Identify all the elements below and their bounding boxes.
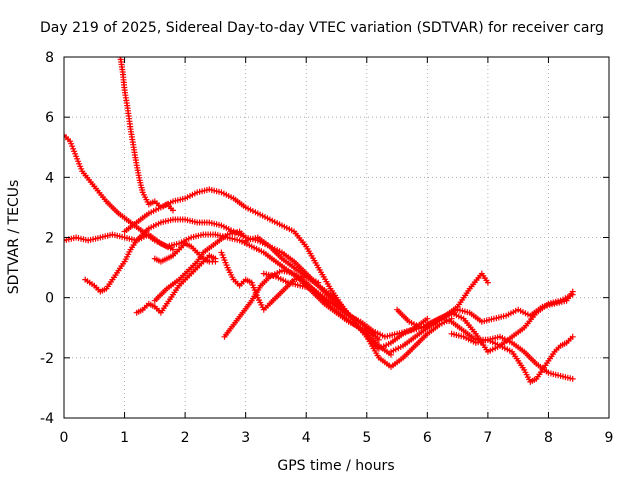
series-line — [119, 57, 174, 211]
y-tick-label: 4 — [45, 170, 54, 186]
y-tick-label: 0 — [45, 291, 54, 307]
series-sat-8 — [151, 240, 219, 265]
x-tick-label: 1 — [120, 430, 129, 446]
y-tick-label: -2 — [40, 351, 54, 367]
series-line — [245, 236, 452, 368]
x-tick-label: 6 — [423, 430, 432, 446]
x-tick-label: 7 — [483, 430, 492, 446]
series-sat-6 — [151, 228, 249, 304]
y-tick-label: 2 — [45, 231, 54, 247]
series-line — [124, 188, 428, 350]
y-tick-label: -4 — [40, 411, 54, 427]
y-tick-label: 6 — [45, 110, 54, 126]
data-point-markers — [151, 240, 219, 265]
data-point-markers — [242, 234, 455, 370]
series-sat-4 — [82, 231, 176, 295]
data-point-markers — [151, 228, 249, 304]
x-tick-label: 2 — [181, 430, 190, 446]
x-tick-label: 9 — [605, 430, 614, 446]
data-point-markers — [82, 231, 176, 295]
data-point-markers — [117, 57, 176, 214]
series-group — [64, 57, 576, 385]
x-tick-label: 4 — [302, 430, 311, 446]
series-sat-11 — [242, 234, 455, 370]
series-sat-16 — [424, 291, 576, 355]
series-sat-5 — [121, 186, 431, 352]
data-point-markers — [121, 186, 431, 352]
x-axis-label: GPS time / hours — [277, 458, 394, 474]
y-axis-label: SDTVAR / TECUs — [6, 180, 22, 295]
plot-area — [64, 57, 576, 385]
x-tick-label: 5 — [362, 430, 371, 446]
data-point-markers — [424, 291, 576, 355]
axes: 0 1 2 3 4 5 6 7 8 9 -4 -2 0 2 4 6 8 — [40, 50, 613, 446]
series-sat-2 — [117, 57, 176, 214]
x-tick-label: 3 — [241, 430, 250, 446]
x-tick-label: 0 — [60, 430, 69, 446]
chart-title: Day 219 of 2025, Sidereal Day-to-day VTE… — [40, 20, 604, 36]
x-tick-label: 8 — [544, 430, 553, 446]
y-tick-label: 8 — [45, 50, 54, 66]
